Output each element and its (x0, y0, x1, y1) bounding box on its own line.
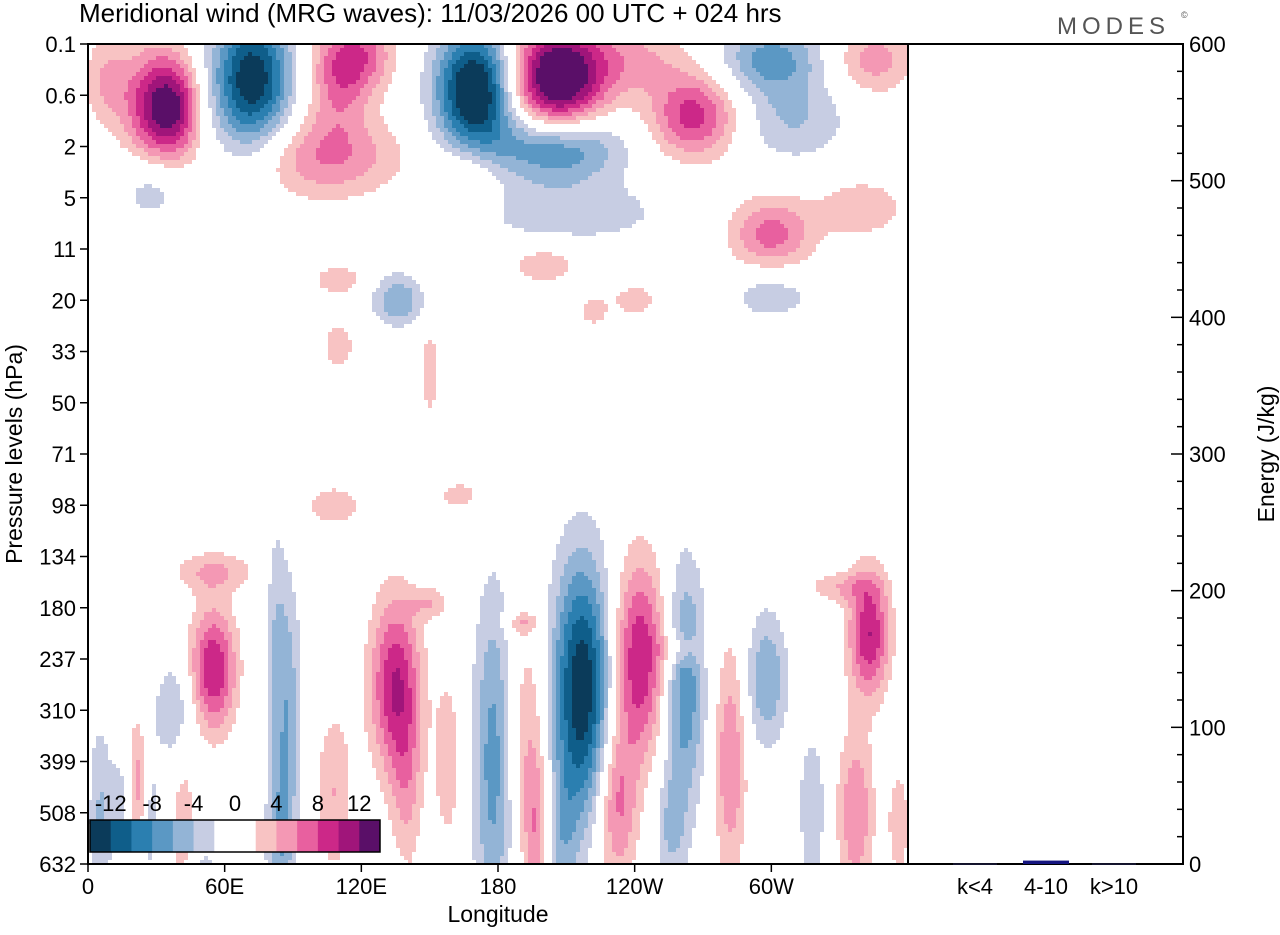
y-tick-label: 33 (52, 340, 76, 365)
colorbar-swatch (110, 820, 132, 852)
y-tick-label: 399 (39, 750, 76, 775)
energy-tick-label: 500 (1189, 169, 1226, 194)
y-axis-label: Pressure levels (hPa) (1, 344, 27, 564)
energy-tick-label: 600 (1189, 32, 1226, 57)
y-tick-label: 237 (39, 647, 76, 672)
contour-field (88, 44, 908, 864)
energy-category-label: k<4 (957, 874, 993, 899)
colorbar-label: 8 (312, 791, 324, 816)
energy-tick-label: 200 (1189, 579, 1226, 604)
colorbar-label: -4 (184, 791, 204, 816)
y-tick-label: 11 (53, 237, 76, 262)
contour-band-13 (152, 48, 588, 128)
energy-tick-label: 0 (1189, 852, 1201, 877)
colorbar-swatch (193, 820, 215, 852)
colorbar-frame (89, 819, 381, 853)
y-tick-label: 5 (64, 186, 76, 211)
chart-title: Meridional wind (MRG waves): 11/03/2026 … (79, 0, 782, 28)
contour-band-11 (136, 44, 880, 756)
x-tick-label: 120E (336, 874, 387, 899)
colorbar-swatch (235, 820, 257, 852)
y-tick-label: 180 (39, 596, 76, 621)
x-tick-label: 60W (749, 874, 794, 899)
contour-band-4 (96, 44, 812, 864)
colorbar-swatch (276, 820, 298, 852)
colorbar: -12 -8 -4 0 4 8 12 (89, 791, 381, 853)
colorbar-swatch (317, 820, 340, 852)
y-tick-label: 50 (52, 391, 76, 416)
colorbar-label: 0 (229, 791, 241, 816)
y-tick-label: 310 (39, 698, 76, 723)
x-axis-label: Longitude (447, 901, 548, 927)
colorbar-swatch (172, 820, 195, 852)
brand-mark: © (1181, 10, 1188, 20)
colorbar-swatch (297, 820, 319, 852)
brand-logo: MODES (1057, 13, 1170, 40)
energy-tick-label: 100 (1189, 715, 1226, 740)
contour-band-2 (224, 44, 600, 800)
colorbar-swatch (359, 820, 381, 852)
colorbar-swatch (255, 820, 277, 852)
energy-category-label: 4-10 (1024, 874, 1068, 899)
energy-tick-label: 300 (1189, 442, 1226, 467)
map-axes: 0.1 0.6 2 5 11 20 33 50 71 98 134 180 237 310 399 508 63… (39, 32, 794, 899)
colorbar-swatch (338, 820, 360, 852)
energy-axis-label: Energy (J/kg) (1253, 386, 1279, 523)
y-tick-label: 0.1 (45, 32, 76, 57)
y-tick-label: 98 (52, 493, 76, 518)
x-tick-label: 60E (205, 874, 244, 899)
colorbar-swatch (214, 820, 236, 852)
y-tick-label: 20 (52, 288, 76, 313)
energy-axes: 0 100 200 300 400 500 600 k<4 4-10 k>10 (953, 32, 1226, 899)
energy-bar-k>10 (1092, 863, 1136, 865)
colorbar-swatch (90, 820, 112, 852)
energy-category-label: k>10 (1090, 874, 1138, 899)
colorbar-label: -12 (95, 791, 127, 816)
y-tick-label: 134 (39, 545, 76, 570)
colorbar-label: 4 (270, 791, 282, 816)
y-tick-label: 71 (52, 442, 76, 467)
y-tick-label: 632 (39, 852, 76, 877)
colorbar-label: -8 (142, 791, 162, 816)
colorbar-swatch (152, 820, 174, 852)
x-tick-label: 120W (606, 874, 664, 899)
energy-tick-label: 400 (1189, 305, 1226, 330)
colorbar-swatch (131, 820, 153, 852)
x-tick-label: 180 (480, 874, 517, 899)
x-tick-label: 0 (82, 874, 94, 899)
y-tick-label: 0.6 (45, 83, 76, 108)
energy-bar-k<4 (953, 863, 997, 865)
colorbar-label: 12 (347, 791, 371, 816)
energy-bar-4-10 (1023, 860, 1069, 864)
y-tick-label: 508 (39, 801, 76, 826)
contour-band-5 (88, 44, 840, 864)
y-tick-label: 2 (64, 135, 76, 160)
